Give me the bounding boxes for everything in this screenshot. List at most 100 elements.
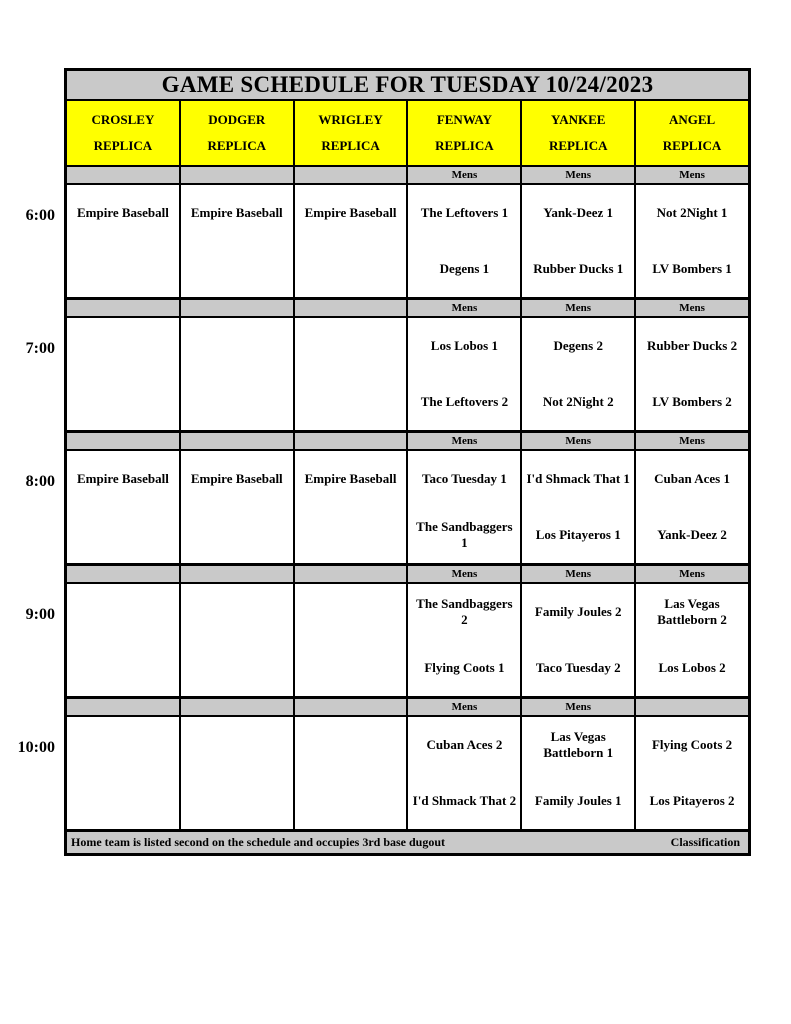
away-team-name: Cuban Aces 2 bbox=[426, 737, 503, 753]
time-label: 10:00 bbox=[17, 739, 55, 756]
hour-block-0: Mens Mens Mens Empire Baseball Empire Baseba… bbox=[26, 167, 748, 300]
away-team-name bbox=[67, 584, 179, 640]
gender-label-cell: Mens bbox=[408, 167, 523, 183]
hour-block-4: Mens Mens Cuban Aces 2 I'd Shmack That 2 Las… bbox=[18, 699, 748, 832]
gender-label-cell: Mens bbox=[636, 433, 748, 449]
schedule-table: GAME SCHEDULE FOR TUESDAY 10/24/2023 CRO… bbox=[18, 68, 751, 856]
away-team-name: The Sandbaggers 2 bbox=[416, 596, 513, 627]
away-team-name bbox=[295, 584, 407, 640]
subheader-row: Mens Mens Mens bbox=[67, 433, 748, 451]
game-cell: Empire Baseball bbox=[180, 185, 295, 297]
column-subname: REPLICA bbox=[93, 138, 153, 153]
column-header-row: CROSLEY REPLICA DODGER REPLICA WRIGLEY REPLIC… bbox=[67, 101, 748, 167]
column-header-5: ANGEL REPLICA bbox=[636, 101, 748, 165]
home-team-name: I'd Shmack That 2 bbox=[412, 793, 517, 809]
home-team-name bbox=[181, 374, 293, 430]
game-cell: Los Lobos 1 The Leftovers 2 bbox=[408, 318, 523, 430]
time-label: 9:00 bbox=[25, 606, 55, 623]
column-name: DODGER bbox=[208, 112, 266, 127]
gender-label-cell: Mens bbox=[522, 300, 637, 316]
game-cell: Empire Baseball bbox=[180, 451, 295, 563]
home-team-name bbox=[295, 640, 407, 696]
game-cell: Taco Tuesday 1 The Sandbaggers 1 bbox=[408, 451, 523, 563]
away-team-name: Las Vegas Battleborn 2 bbox=[657, 596, 727, 627]
schedule-title: GAME SCHEDULE FOR TUESDAY 10/24/2023 bbox=[67, 71, 748, 101]
gender-label-cell bbox=[67, 566, 181, 582]
away-team-name: Empire Baseball bbox=[76, 205, 169, 221]
gender-label-cell bbox=[636, 699, 748, 715]
column-name: YANKEE bbox=[551, 112, 606, 127]
column-subname: REPLICA bbox=[207, 138, 266, 153]
home-team-name bbox=[67, 241, 179, 297]
away-team-name: Empire Baseball bbox=[304, 471, 397, 487]
gender-label-cell bbox=[294, 433, 409, 449]
game-cell bbox=[67, 318, 181, 430]
game-cell bbox=[294, 584, 409, 696]
gender-label-cell: Mens bbox=[408, 433, 523, 449]
gender-label-cell bbox=[67, 300, 181, 316]
hour-block-1: Mens Mens Mens Los Lobos 1 The Leftovers 2 De… bbox=[26, 300, 748, 433]
game-cell bbox=[67, 717, 181, 829]
gender-label-cell: Mens bbox=[522, 167, 637, 183]
gender-label-cell bbox=[67, 433, 181, 449]
game-cell: Cuban Aces 2 I'd Shmack That 2 bbox=[408, 717, 523, 829]
schedule-body: Mens Mens Mens Empire Baseball Empire Baseba… bbox=[18, 167, 748, 832]
away-team-name: Cuban Aces 1 bbox=[654, 471, 730, 487]
footer-classification-label: Classification bbox=[670, 835, 740, 849]
column-name: ANGEL bbox=[668, 112, 716, 127]
home-team-name: Los Lobos 2 bbox=[658, 660, 726, 676]
gender-label-cell: Mens bbox=[636, 566, 748, 582]
game-cell bbox=[294, 318, 409, 430]
home-team-name bbox=[67, 374, 179, 430]
home-team-name bbox=[295, 374, 407, 430]
home-team-name bbox=[181, 773, 293, 829]
subheader-row: Mens Mens bbox=[67, 699, 748, 717]
home-team-name: Los Pitayeros 1 bbox=[535, 527, 621, 543]
subheader-row: Mens Mens Mens bbox=[67, 167, 748, 185]
away-team-name: Empire Baseball bbox=[190, 205, 283, 221]
column-header-4: YANKEE REPLICA bbox=[522, 101, 637, 165]
gender-label-cell: Mens bbox=[408, 300, 523, 316]
column-subname: REPLICA bbox=[321, 138, 380, 153]
away-team-name: Los Lobos 1 bbox=[430, 338, 498, 354]
game-cell: The Leftovers 1 Degens 1 bbox=[408, 185, 523, 297]
footer-row: Home team is listed second on the schedu… bbox=[67, 832, 748, 853]
away-team-name: Empire Baseball bbox=[304, 205, 397, 221]
away-team-name: Family Joules 2 bbox=[534, 604, 622, 620]
away-team-name: Taco Tuesday 1 bbox=[422, 471, 507, 487]
away-team-name: Not 2Night 1 bbox=[656, 205, 728, 221]
gender-label-cell: Mens bbox=[522, 699, 637, 715]
gender-label-cell: Mens bbox=[636, 167, 748, 183]
home-team-name bbox=[67, 773, 179, 829]
home-team-name bbox=[67, 640, 179, 696]
home-team-name bbox=[67, 507, 179, 563]
time-label: 8:00 bbox=[25, 473, 55, 490]
home-team-name: Flying Coots 1 bbox=[424, 660, 505, 676]
column-subname: REPLICA bbox=[662, 138, 722, 153]
away-team-name: The Leftovers 1 bbox=[420, 205, 509, 221]
column-header-3: FENWAY REPLICA bbox=[408, 101, 523, 165]
home-team-name bbox=[295, 507, 407, 563]
home-team-name bbox=[295, 241, 407, 297]
home-team-name: The Sandbaggers 1 bbox=[416, 519, 513, 550]
gender-label-cell: Mens bbox=[522, 433, 637, 449]
time-label: 7:00 bbox=[25, 340, 55, 357]
home-team-name bbox=[181, 507, 293, 563]
games-row: Los Lobos 1 The Leftovers 2 Degens 2 Not 2N… bbox=[67, 318, 748, 433]
away-team-name bbox=[295, 717, 407, 773]
away-team-name: Flying Coots 2 bbox=[651, 737, 733, 753]
column-name: CROSLEY bbox=[91, 112, 155, 127]
game-cell: Rubber Ducks 2 LV Bombers 2 bbox=[636, 318, 748, 430]
away-team-name: Degens 2 bbox=[553, 338, 603, 354]
game-cell: Las Vegas Battleborn 1 Family Joules 1 bbox=[522, 717, 637, 829]
time-label: 6:00 bbox=[25, 207, 55, 224]
game-cell: Not 2Night 1 LV Bombers 1 bbox=[636, 185, 748, 297]
home-team-name: LV Bombers 2 bbox=[652, 394, 732, 410]
home-team-name: Not 2Night 2 bbox=[542, 394, 614, 410]
hour-block-2: Mens Mens Mens Empire Baseball Empire Baseba… bbox=[26, 433, 748, 566]
away-team-name: I'd Shmack That 1 bbox=[526, 471, 630, 487]
away-team-name: Rubber Ducks 2 bbox=[647, 338, 738, 354]
gender-label-cell bbox=[294, 300, 409, 316]
gender-label-cell: Mens bbox=[636, 300, 748, 316]
